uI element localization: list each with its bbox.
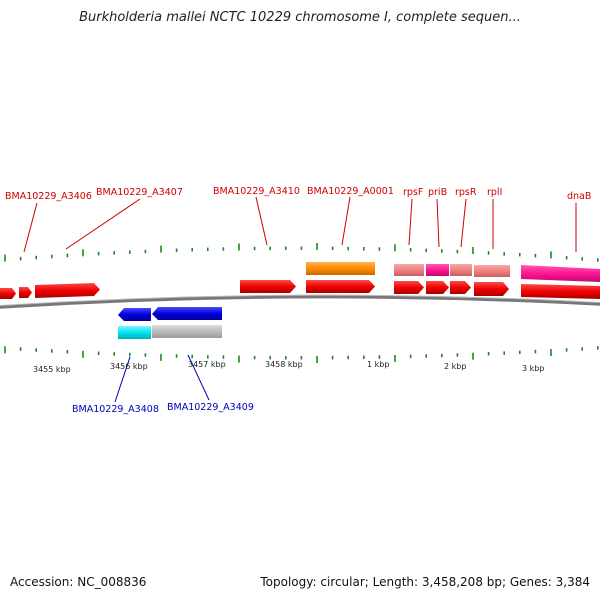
gene-label-dnab: dnaB	[567, 191, 591, 202]
gene-bar-magenta	[521, 265, 600, 282]
callout-lines-top	[23, 196, 577, 253]
scale-label-3-kbp: 3 kbp	[522, 364, 544, 373]
gene-label-rpsr: rpsR	[455, 187, 477, 198]
cds-arrow-forward	[474, 282, 509, 296]
cds-arrow-forward	[394, 281, 424, 294]
scale-label-2-kbp: 2 kbp	[444, 362, 466, 371]
scale-ticks-top	[4, 243, 599, 262]
backbone-arc	[0, 294, 600, 309]
cds-arrow-forward	[240, 280, 296, 293]
cds-arrow-forward	[521, 284, 600, 299]
cds-arrow-forward	[450, 281, 471, 294]
topology-summary: Topology: circular; Length: 3,458,208 bp…	[260, 575, 590, 589]
map-title: Burkholderia mallei NCTC 10229 chromosom…	[79, 10, 521, 25]
scale-label-3456-kbp: 3456 kbp	[110, 362, 148, 371]
callout-lines-bottom	[114, 354, 210, 403]
scale-ticks-bottom	[4, 346, 599, 363]
scale-label-3458-kbp: 3458 kbp	[265, 360, 303, 369]
gene-bar-orange	[306, 262, 375, 275]
cds-arrow-forward	[35, 283, 100, 298]
gene-label-rpli: rplI	[487, 187, 502, 198]
cds-arrow-reverse	[152, 307, 222, 320]
cds-arrow-forward	[426, 281, 449, 294]
scale-label-1-kbp: 1 kbp	[367, 360, 389, 369]
gene-bar-light-red	[394, 264, 424, 276]
gene-label-bma10229-a3409: BMA10229_A3409	[167, 402, 254, 413]
scale-label-3455-kbp: 3455 kbp	[33, 365, 71, 374]
gene-label-bma10229-a3408: BMA10229_A3408	[72, 404, 159, 415]
gene-bar-magenta	[426, 264, 449, 276]
cds-arrow-forward	[306, 280, 375, 293]
gene-bar-gray	[152, 325, 222, 338]
gene-label-bma10229-a0001: BMA10229_A0001	[307, 186, 394, 197]
gene-label-prib: priB	[428, 187, 447, 198]
cds-arrow-forward	[0, 288, 16, 299]
gene-label-rpsf: rpsF	[403, 187, 423, 198]
gene-label-bma10229-a3407: BMA10229_A3407	[96, 187, 183, 198]
gene-label-bma10229-a3410: BMA10229_A3410	[213, 186, 300, 197]
gene-bar-cyan	[118, 326, 151, 339]
accession-label: Accession: NC_008836	[10, 575, 147, 589]
gene-label-bma10229-a3406: BMA10229_A3406	[5, 191, 92, 202]
cds-arrow-forward	[19, 287, 32, 298]
gene-bar-light-red	[450, 264, 472, 276]
gene-bar-light-red	[474, 265, 510, 277]
scale-label-3457-kbp: 3457 kbp	[188, 360, 226, 369]
cds-arrow-reverse	[118, 308, 151, 321]
